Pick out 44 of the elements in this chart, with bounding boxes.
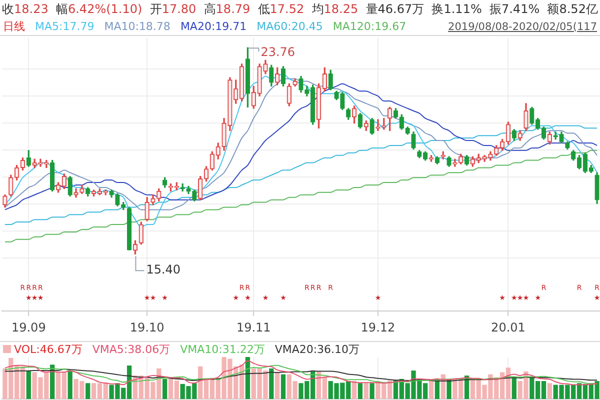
candlestick (376, 119, 380, 131)
text: 量46.67万 (366, 2, 424, 16)
bar (352, 381, 357, 399)
annotation: 23.76 (260, 44, 296, 59)
text: 开17.80 (150, 2, 196, 16)
text: 振7.41% (489, 2, 540, 16)
bar (547, 383, 552, 399)
bar (370, 383, 374, 399)
series-label: VMA5:38.06万 (92, 342, 170, 356)
bar (274, 372, 280, 399)
text: 额8.52亿 (547, 2, 598, 16)
bar (364, 383, 368, 399)
bar (512, 377, 516, 399)
bar (358, 383, 363, 399)
bar (26, 370, 31, 399)
annotation: 15.40 (146, 262, 181, 276)
x-tick-label: 20.01 (491, 320, 526, 334)
bar (269, 368, 274, 399)
text: 日线 (3, 19, 25, 34)
text: 均18.25 (312, 2, 358, 16)
text: 2019/08/08-2020/02/05(117 (448, 20, 597, 32)
text: 高18.79 (204, 2, 250, 16)
series-label: VMA10:31.22万 (180, 342, 265, 356)
series-label: VMA20:36.10万 (274, 342, 360, 356)
text: 收18.23 (2, 2, 48, 16)
x-tick-label: 19.09 (11, 320, 46, 334)
bar (68, 371, 72, 399)
bar (446, 378, 452, 399)
text: MA120:19.67 (332, 20, 406, 33)
text: 换1.11% (432, 2, 482, 16)
text: MA20:19.71 (180, 20, 247, 33)
text: 低17.52 (258, 2, 304, 16)
legend-label: VOL:46.67万 (14, 342, 82, 356)
text: MA10:18.78 (104, 20, 170, 33)
x-tick-label: 19.12 (360, 320, 396, 334)
x-tick-label: 19.11 (236, 320, 271, 334)
bar (86, 383, 90, 399)
bar (280, 374, 286, 399)
text: MA60:20.45 (256, 20, 323, 33)
text: 幅6.42%(1.10) (56, 2, 142, 16)
bar (428, 380, 434, 399)
x-tick-label: 19.10 (130, 320, 164, 334)
text: MA5:17.79 (35, 20, 94, 33)
bar (162, 378, 168, 399)
